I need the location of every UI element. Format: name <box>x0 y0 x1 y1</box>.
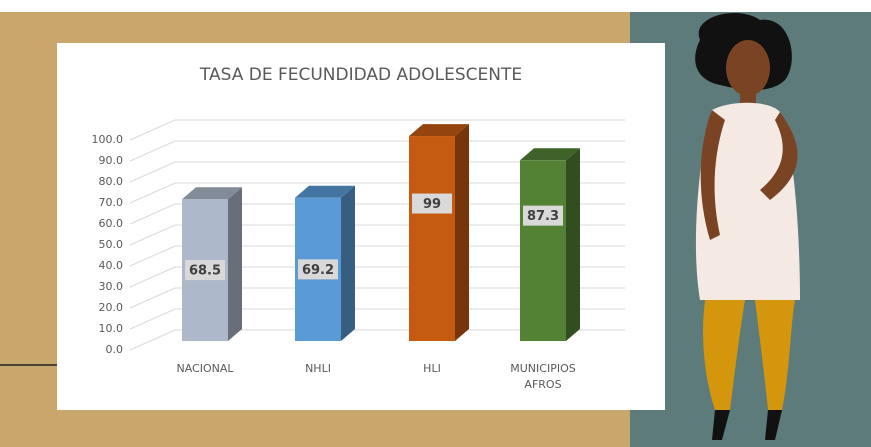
chart: TASA DE FECUNDIDAD ADOLESCENTE 0.0 10.0 20… <box>0 0 871 447</box>
y-tick-label: 80.0 <box>99 175 124 188</box>
x-tick-label: MUNICIPIOS AFROS <box>508 361 578 393</box>
y-tick-label: 20.0 <box>99 301 124 314</box>
slide: TASA DE FECUNDIDAD ADOLESCENTE 0.0 10.0 20… <box>0 0 871 447</box>
value-label: 87.3 <box>527 209 559 224</box>
x-tick-label: NACIONAL <box>160 361 250 377</box>
value-label: 99 <box>423 197 441 212</box>
bar-side <box>455 124 469 341</box>
y-tick-label: 0.0 <box>106 343 124 356</box>
value-label: 68.5 <box>189 264 221 279</box>
y-tick-label: 10.0 <box>99 322 124 335</box>
y-tick-label: 30.0 <box>99 280 124 293</box>
y-tick-label: 50.0 <box>99 238 124 251</box>
y-tick-label: 90.0 <box>99 154 124 167</box>
x-tick-label: HLI <box>387 361 477 377</box>
y-tick-label: 40.0 <box>99 259 124 272</box>
chart-title: TASA DE FECUNDIDAD ADOLESCENTE <box>199 65 522 85</box>
top-strip <box>0 0 871 12</box>
bar-side <box>341 186 355 341</box>
y-tick-label: 100.0 <box>92 133 124 146</box>
bar <box>409 136 455 341</box>
bar <box>520 160 566 341</box>
bar-side <box>566 148 580 341</box>
y-tick-label: 70.0 <box>99 196 124 209</box>
value-label: 69.2 <box>302 263 334 278</box>
x-tick-label: NHLI <box>273 361 363 377</box>
bar-side <box>228 187 242 341</box>
y-tick-label: 60.0 <box>99 217 124 230</box>
